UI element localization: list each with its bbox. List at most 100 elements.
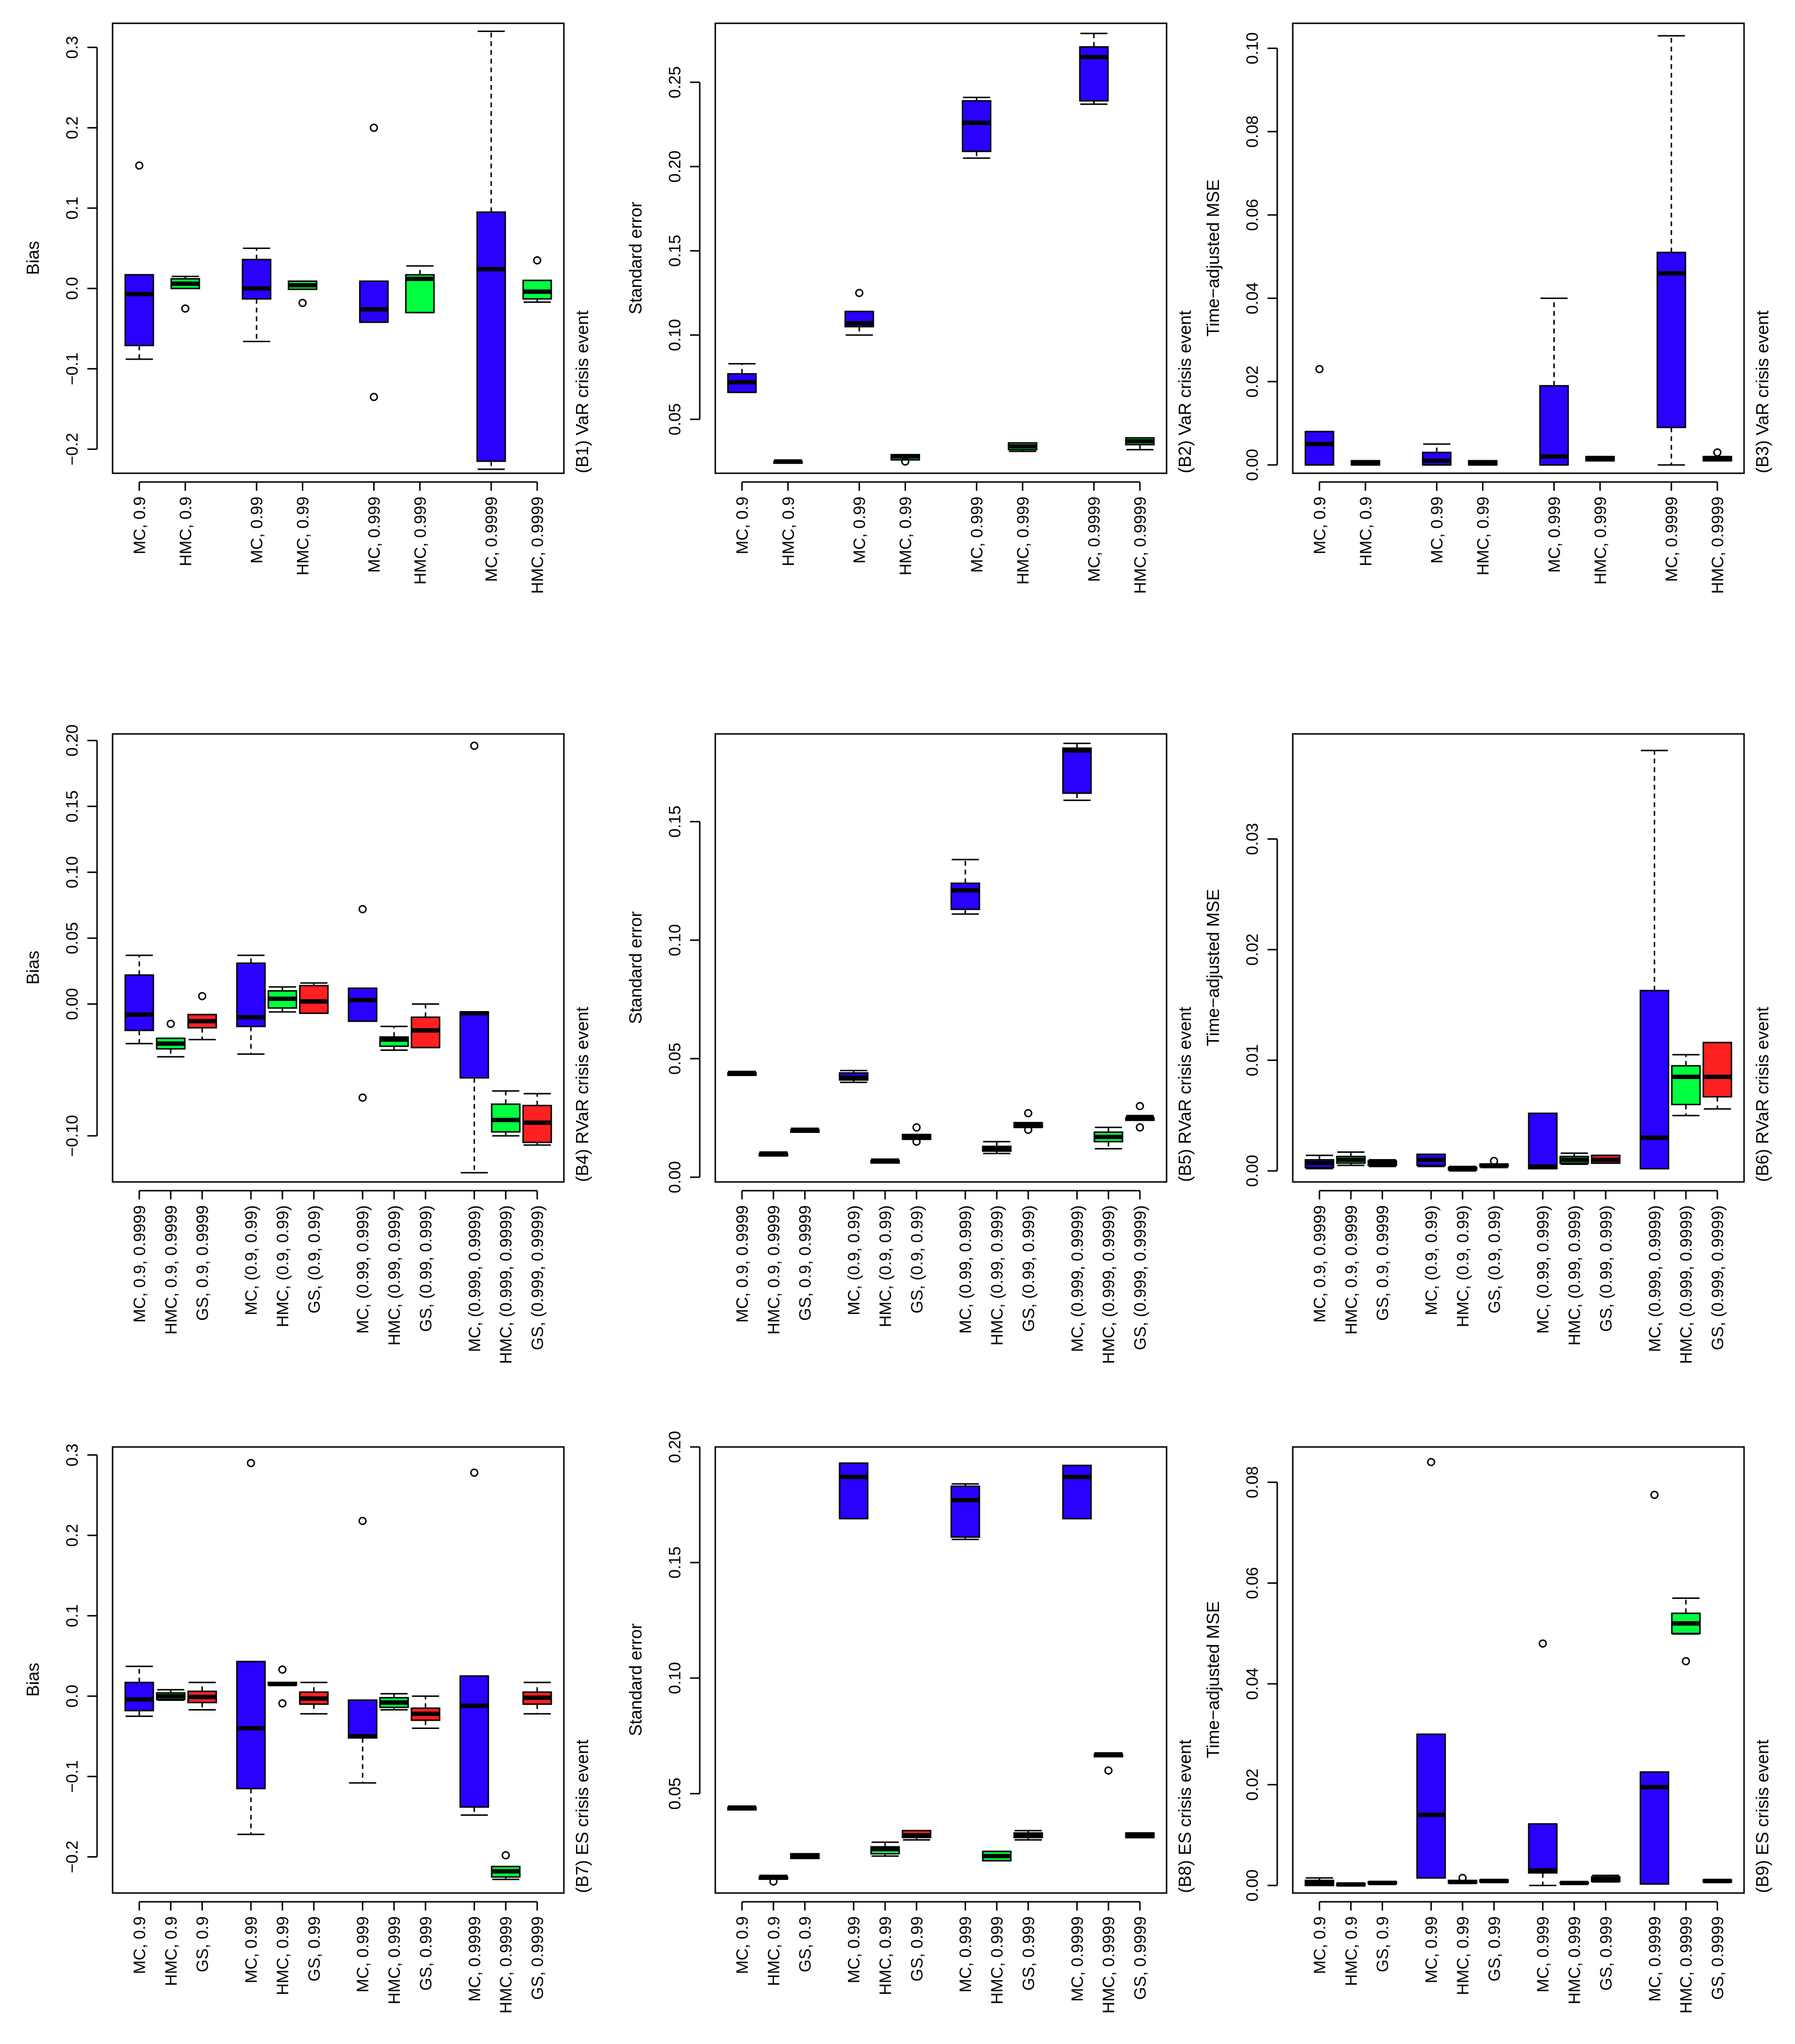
y-tick-label: 0.20 — [63, 724, 82, 756]
panel-label: (B2) VaR crisis event — [1175, 311, 1195, 473]
y-axis-label: Bias — [23, 950, 43, 984]
y-tick-label: −0.2 — [63, 1841, 82, 1873]
box-iqr — [242, 259, 272, 300]
y-tick-label: 0.10 — [666, 924, 684, 956]
box-mc: MC, 0.9999 — [1062, 1464, 1092, 2002]
x-tick-label: HMC, 0.9 — [1357, 497, 1375, 566]
panel-b5: 0.00 0.05 0.10 0.15 Standard error (B5) RVaR … — [626, 733, 1195, 1364]
panel-b8: 0.05 0.10 0.15 0.20 Standard error (B8) ES cr… — [626, 1431, 1195, 2013]
box-mc: MC, 0.99 — [236, 1459, 266, 1983]
y-tick-label: 0.02 — [1243, 366, 1262, 398]
x-tick-label: GS, 0.9 — [194, 1916, 212, 1972]
box-hmc: HMC, 0.9999 — [1702, 448, 1732, 594]
box-hmc: HMC, (0.99, 0.999) — [379, 1026, 409, 1346]
x-tick-label: MC, 0.99 — [845, 1916, 863, 1983]
box-iqr — [1416, 1733, 1446, 1879]
x-tick-label: HMC, 0.9 — [162, 1916, 181, 1986]
y-tick-label: 0.05 — [666, 403, 684, 435]
box-iqr — [1062, 1464, 1092, 1520]
box-gs: GS, (0.9, 0.99) — [902, 1123, 932, 1313]
x-tick-label: HMC, 0.999 — [1565, 1916, 1584, 2004]
panel-label: (B5) RVaR crisis event — [1175, 1007, 1195, 1182]
y-tick-label: 0.05 — [666, 1043, 684, 1075]
outlier-point — [298, 299, 307, 307]
x-tick-label: GS, 0.999 — [1597, 1916, 1615, 1991]
y-axis-label: Time−adjusted MSE — [1203, 180, 1223, 337]
y-tick-label: 0.04 — [1243, 1668, 1262, 1700]
box-hmc: HMC, 0.9 — [758, 1875, 789, 1986]
panel-label: (B8) ES crisis event — [1175, 1740, 1195, 1893]
x-tick-label: HMC, 0.9999 — [1131, 497, 1150, 594]
box-gs: GS, 0.99 — [902, 1829, 932, 1981]
box-mc: MC, 0.99 — [1416, 1458, 1446, 1983]
box-mc: MC, 0.99 — [242, 248, 272, 564]
outlier-point — [247, 1459, 255, 1467]
box-gs: GS, 0.9 — [187, 1681, 217, 1972]
box-hmc: HMC, 0.999 — [982, 1850, 1012, 2004]
box-iqr — [950, 1485, 980, 1538]
x-tick-label: GS, 0.9999 — [1131, 1916, 1150, 2000]
outlier-point — [198, 992, 207, 1000]
box-iqr — [1702, 1042, 1732, 1098]
x-tick-label: MC, (0.999, 0.9999) — [465, 1205, 484, 1352]
box-iqr — [1304, 431, 1334, 466]
box-iqr — [459, 1011, 489, 1079]
x-tick-label: HMC, 0.99 — [897, 497, 915, 576]
x-tick-label: GS, 0.999 — [1020, 1916, 1038, 1991]
outlier-point — [1713, 448, 1722, 457]
outlier-point — [1427, 1458, 1435, 1466]
box-mc: MC, 0.9999 — [476, 31, 506, 582]
box-mc: MC, 0.9 — [124, 161, 154, 554]
box-iqr — [1671, 1065, 1701, 1105]
outlier-point — [135, 161, 144, 170]
box-iqr — [1639, 990, 1669, 1170]
y-axis-label: Standard error — [626, 201, 645, 314]
x-tick-label: MC, 0.9999 — [1068, 1916, 1087, 2002]
box-gs: GS, (0.99, 0.999) — [1013, 1109, 1043, 1332]
box-mc: MC, 0.9 — [1304, 365, 1334, 554]
y-tick-label: 0.10 — [63, 856, 82, 888]
panel-label: (B1) VaR crisis event — [572, 311, 592, 473]
y-tick-label: 0.00 — [63, 988, 82, 1020]
outlier-point — [369, 393, 378, 401]
box-mc: MC, (0.999, 0.9999) — [1639, 749, 1669, 1352]
x-tick-label: HMC, 0.999 — [988, 1916, 1006, 2004]
x-tick-label: HMC, (0.9, 0.99) — [274, 1205, 292, 1327]
box-hmc: HMC, 0.99 — [288, 280, 318, 576]
y-tick-label: 0.05 — [63, 922, 82, 954]
x-tick-label: MC, (0.9, 0.99) — [845, 1205, 863, 1315]
y-tick-label: 0.00 — [1243, 1155, 1262, 1187]
x-tick-label: GS, 0.9, 0.9999 — [796, 1205, 815, 1321]
outlier-point — [1315, 365, 1324, 373]
box-iqr — [359, 280, 389, 323]
y-tick-label: 0.15 — [666, 1546, 684, 1579]
box-hmc: HMC, 0.9999 — [491, 1851, 521, 2013]
outlier-point — [358, 1093, 367, 1102]
box-iqr — [961, 100, 991, 152]
x-tick-label: HMC, 0.999 — [1014, 497, 1032, 584]
box-hmc: HMC, 0.999 — [1559, 1880, 1589, 2004]
x-tick-label: MC, (0.99, 0.999) — [354, 1205, 372, 1334]
x-tick-label: MC, 0.99 — [248, 497, 266, 564]
x-tick-label: MC, 0.9 — [1311, 497, 1329, 554]
x-tick-label: GS, (0.999, 0.9999) — [1709, 1205, 1727, 1350]
y-tick-label: 0.03 — [1243, 823, 1262, 855]
y-tick-label: 0.1 — [63, 197, 82, 219]
box-iqr — [405, 274, 435, 314]
box-iqr — [839, 1462, 869, 1520]
x-tick-label: HMC, 0.99 — [294, 497, 313, 576]
y-axis-label: Standard error — [626, 911, 645, 1024]
y-tick-label: 0.08 — [1243, 116, 1262, 148]
x-tick-label: GS, 0.9, 0.9999 — [194, 1205, 212, 1321]
outlier-point — [278, 1699, 287, 1708]
box-mc: MC, 0.99 — [1422, 443, 1452, 564]
box-gs: GS, (0.999, 0.9999) — [1125, 1102, 1155, 1350]
box-hmc: HMC, 0.99 — [870, 1841, 900, 1995]
box-mc: MC, (0.99, 0.999) — [347, 905, 378, 1334]
x-tick-label: HMC, (0.999, 0.9999) — [497, 1205, 515, 1364]
x-tick-label: MC, 0.9, 0.9999 — [1311, 1205, 1329, 1323]
plot-frame — [714, 733, 1168, 1183]
box-iqr — [1528, 1823, 1558, 1874]
x-tick-label: MC, 0.999 — [365, 497, 383, 573]
